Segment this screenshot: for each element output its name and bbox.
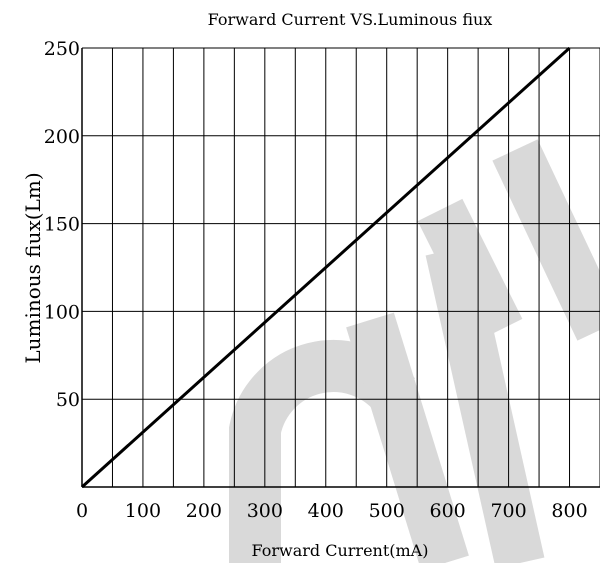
series-layer bbox=[80, 46, 571, 489]
series-line bbox=[80, 46, 571, 489]
x-tick-label: 700 bbox=[490, 500, 526, 522]
watermark-letter-w-stroke-1 bbox=[346, 312, 469, 567]
x-tick-label: 600 bbox=[430, 500, 466, 522]
x-tick-label: 200 bbox=[186, 500, 222, 522]
y-tick-label: 250 bbox=[44, 38, 80, 60]
x-axis-label: Forward Current(mA) bbox=[252, 541, 429, 560]
grid bbox=[82, 47, 600, 487]
x-tick-label: 100 bbox=[125, 500, 161, 522]
watermark-letter-w-stroke-4 bbox=[492, 139, 600, 341]
y-tick-label: 100 bbox=[44, 301, 80, 323]
x-tick-label: 400 bbox=[308, 500, 344, 522]
watermark-letter-w-stroke-3 bbox=[417, 198, 523, 342]
y-tick-label: 200 bbox=[44, 126, 80, 148]
watermark bbox=[229, 139, 600, 567]
x-tick-label: 500 bbox=[369, 500, 405, 522]
chart-title: Forward Current VS.Luminous fiux bbox=[208, 10, 493, 29]
x-tick-label: 300 bbox=[247, 500, 283, 522]
tick-labels: 0 100 200 300 400 500 600 700 800 50 100 150 200 250 bbox=[44, 38, 588, 522]
axes bbox=[81, 48, 600, 488]
x-tick-label: 800 bbox=[551, 500, 587, 522]
x-tick-label: 0 bbox=[76, 500, 88, 522]
y-tick-label: 150 bbox=[44, 214, 80, 236]
y-axis-label: Luminous fiux(Lm) bbox=[21, 172, 45, 363]
y-tick-label: 50 bbox=[56, 389, 80, 411]
